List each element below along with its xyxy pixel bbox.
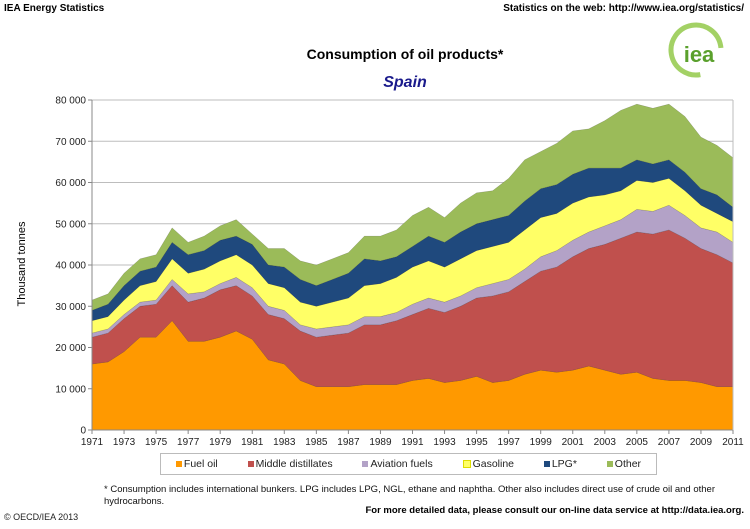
copyright: © OECD/IEA 2013 [4, 512, 79, 522]
legend-item-aviation-fuels: Aviation fuels [362, 458, 433, 470]
x-tick-label: 2009 [690, 437, 713, 448]
iea-logo: iea [668, 22, 724, 78]
legend-label: Gasoline [472, 458, 515, 470]
x-tick-label: 1981 [241, 437, 264, 448]
y-tick-label: 40 000 [55, 261, 86, 272]
legend-item-other: Other [606, 458, 642, 470]
legend-swatch [543, 461, 550, 467]
legend-item-fuel-oil: Fuel oil [175, 458, 218, 470]
header-source-label: IEA Energy Statistics [4, 3, 105, 14]
x-tick-label: 1993 [433, 437, 456, 448]
x-tick-label: 1987 [337, 437, 360, 448]
legend-swatch [175, 461, 182, 467]
y-tick-label: 50 000 [55, 219, 86, 230]
x-tick-label: 1983 [273, 437, 296, 448]
legend-swatch [606, 461, 613, 467]
chart-subtitle: Spain [383, 74, 427, 91]
y-tick-label: 80 000 [55, 96, 86, 107]
legend-label: LPG* [551, 458, 577, 470]
y-tick-label: 20 000 [55, 343, 86, 354]
legend-label: Fuel oil [183, 458, 218, 470]
legend-item-middle-distillates: Middle distillates [247, 458, 333, 470]
svg-text:iea: iea [684, 42, 715, 67]
legend-item-lpg: LPG* [543, 458, 577, 470]
x-tick-label: 1977 [177, 437, 200, 448]
y-tick-label: 0 [80, 426, 86, 437]
x-tick-label: 1985 [305, 437, 328, 448]
y-tick-label: 60 000 [55, 178, 86, 189]
x-tick-label: 2007 [658, 437, 681, 448]
y-tick-label: 70 000 [55, 137, 86, 148]
x-tick-label: 1989 [369, 437, 392, 448]
legend-label: Middle distillates [255, 458, 333, 470]
legend-swatch [362, 461, 369, 467]
legend-label: Other [614, 458, 642, 470]
more-data-link[interactable]: For more detailed data, please consult o… [365, 505, 744, 516]
footnote: * Consumption includes international bun… [104, 484, 716, 507]
x-tick-label: 2005 [626, 437, 649, 448]
header-web-link[interactable]: Statistics on the web: http://www.iea.or… [503, 3, 744, 14]
x-tick-label: 1995 [465, 437, 488, 448]
x-tick-label: 1979 [209, 437, 232, 448]
x-tick-label: 2011 [722, 437, 744, 448]
legend-swatch [247, 461, 254, 467]
legend-swatch [462, 460, 471, 468]
x-tick-label: 1991 [401, 437, 424, 448]
chart-title: Consumption of oil products* [306, 46, 504, 62]
x-tick-label: 1971 [81, 437, 104, 448]
x-tick-label: 1997 [498, 437, 521, 448]
x-tick-label: 2001 [562, 437, 585, 448]
legend-label: Aviation fuels [370, 458, 433, 470]
legend-item-gasoline: Gasoline [462, 458, 515, 470]
x-tick-label: 1973 [113, 437, 136, 448]
x-tick-label: 1975 [145, 437, 168, 448]
x-tick-label: 1999 [530, 437, 553, 448]
chart-plot: 0 10 000 20 000 30 000 40 000 50 000 60 000 70 … [55, 96, 744, 449]
chart-legend: Fuel oil Middle distillates Aviation fue… [160, 453, 657, 475]
x-tick-label: 2003 [594, 437, 617, 448]
y-tick-label: 10 000 [55, 384, 86, 395]
y-tick-label: 30 000 [55, 302, 86, 313]
